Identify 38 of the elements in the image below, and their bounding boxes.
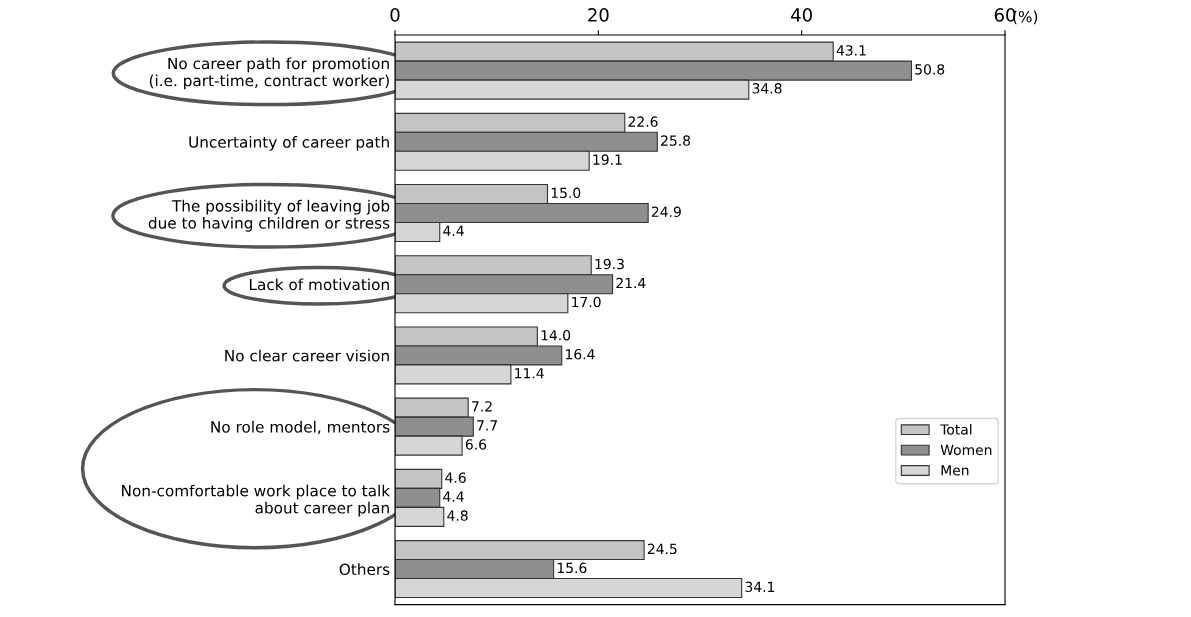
data-label: 22.6 [628,116,658,127]
x-tick-label: 20 [588,8,609,22]
data-label: 4.4 [443,491,464,502]
legend-label: Men [941,465,969,476]
data-label: 24.9 [651,206,681,218]
data-label: 34.8 [752,83,782,94]
data-label: 6.6 [465,439,487,450]
y-tick-label: No career path for promotion (i.e. part-time, contract worker) [149,57,389,90]
y-tick-label: The possibility of leaving job due to having children or stress [148,199,390,232]
y-tick-label: No role model, mentors [211,420,390,435]
data-label: 17.0 [572,296,601,308]
data-label: 43.1 [836,45,866,56]
x-tick-label: 40 [791,8,812,22]
x-tick-label: 0 [390,8,400,22]
y-tick-label: No clear career vision [225,349,389,362]
data-label: 24.5 [647,543,677,555]
legend-label: Women [940,444,992,456]
data-label: 4.8 [447,510,468,521]
data-label: 7.7 [477,420,497,431]
data-label: 19.1 [593,154,622,165]
y-tick-label: Others [339,563,390,576]
y-tick-label: Non-comfortable work place to talk about career plan [122,484,391,517]
data-label: 14.0 [541,329,571,341]
y-tick-label: Uncertainty of career path [189,136,389,151]
data-label: 50.8 [915,64,945,75]
data-label: 34.1 [745,581,775,593]
y-tick-label: Lack of motivation [249,278,389,291]
data-label: 15.0 [551,187,581,199]
data-label: 4.6 [445,472,466,483]
data-label: 4.4 [443,225,464,236]
data-label: 19.3 [595,258,624,270]
data-label: 16.4 [566,348,595,360]
data-label: 15.6 [557,562,587,574]
data-label: 21.4 [616,277,646,289]
data-label: 7.2 [472,401,492,412]
data-label: 25.8 [661,135,691,146]
legend-label: Total [940,424,972,435]
data-label: 11.4 [515,368,544,379]
